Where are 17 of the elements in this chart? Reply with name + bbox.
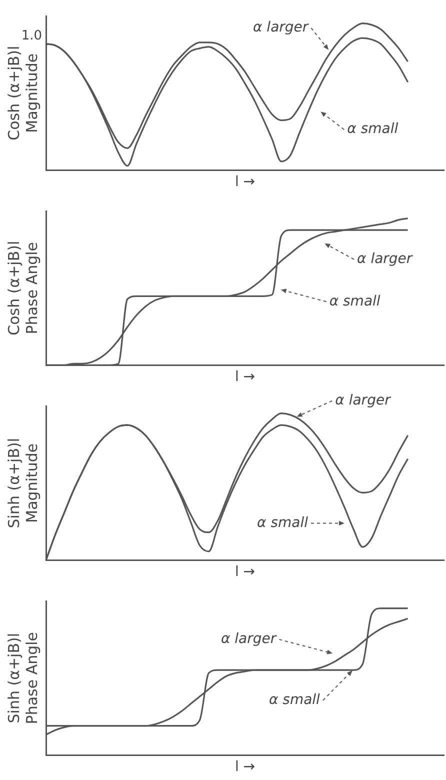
text: α larger xyxy=(335,392,392,408)
text: 1.0 xyxy=(21,28,42,44)
annotation: α small xyxy=(257,514,308,531)
y-axis-title: Cosh (α+jB)l Phase Angle xyxy=(4,240,41,336)
annotation: α larger xyxy=(220,631,278,648)
y-axis-title: Sinh (α+jB)l Magnitude xyxy=(4,438,41,528)
y-axis-title: Sinh (α+jB)l Phase Angle xyxy=(4,632,41,724)
annotation: α larger xyxy=(357,251,414,268)
annotation: α small xyxy=(347,121,398,138)
x-axis-title: l → xyxy=(234,174,256,190)
y-axis-title: Cosh (α+jB)l Magnitude xyxy=(4,46,41,140)
annotation: α larger xyxy=(252,20,310,36)
annotation: α small xyxy=(268,692,320,708)
annotation: α small xyxy=(329,293,380,310)
x-axis-title: l → xyxy=(234,564,256,580)
x-axis-title: l → xyxy=(234,759,256,776)
x-axis-title: l → xyxy=(234,369,256,386)
